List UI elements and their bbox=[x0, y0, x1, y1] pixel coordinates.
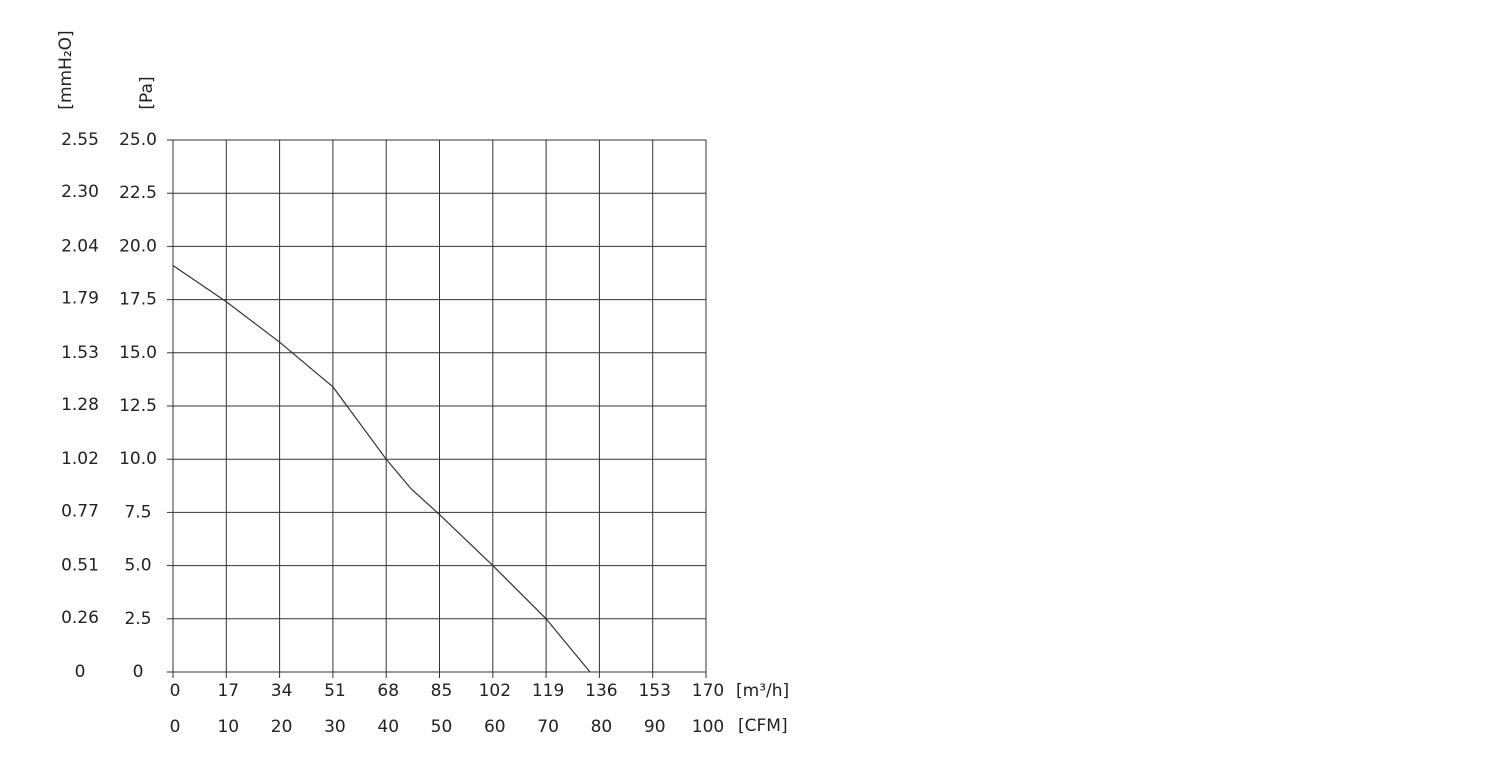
x-tick-label: 153 bbox=[638, 681, 670, 701]
x2-tick-label: 20 bbox=[271, 717, 293, 737]
y2-tick-label: 2.55 bbox=[61, 130, 99, 150]
y2-tick-label: 0 bbox=[75, 662, 86, 682]
y-axis-label: [Pa] bbox=[137, 76, 157, 109]
y-tick-label: 7.5 bbox=[124, 502, 151, 522]
y-tick-label: 25.0 bbox=[119, 130, 157, 150]
y-tick-label: 2.5 bbox=[124, 609, 151, 629]
y-tick-label: 0 bbox=[133, 662, 144, 682]
y-tick-label: 20.0 bbox=[119, 236, 157, 256]
x-tick-label: 136 bbox=[585, 681, 617, 701]
x2-tick-label: 90 bbox=[644, 717, 666, 737]
x2-tick-label: 40 bbox=[377, 717, 399, 737]
y-tick-label: 5.0 bbox=[124, 556, 151, 576]
x-tick-label: 119 bbox=[532, 681, 564, 701]
x2-tick-label: 80 bbox=[591, 717, 613, 737]
y-tick-label: 12.5 bbox=[119, 396, 157, 416]
y2-tick-label: 0.26 bbox=[61, 608, 99, 628]
x2-tick-label: 100 bbox=[692, 717, 724, 737]
y2-tick-label: 0.77 bbox=[61, 501, 99, 521]
x-tick-label: 17 bbox=[217, 681, 239, 701]
y2-tick-label: 1.79 bbox=[61, 289, 99, 309]
y2-tick-label: 1.02 bbox=[61, 449, 99, 469]
x-tick-label: 85 bbox=[431, 681, 453, 701]
x-tick-label: 102 bbox=[479, 681, 511, 701]
curve bbox=[172, 265, 591, 673]
x2-tick-label: 60 bbox=[484, 717, 506, 737]
y2-tick-label: 1.53 bbox=[61, 343, 99, 363]
x-tick-label: 0 bbox=[170, 681, 181, 701]
y2-axis-label: [mmH₂O] bbox=[56, 30, 76, 109]
y-tick-label: 10.0 bbox=[119, 449, 157, 469]
x2-tick-label: 0 bbox=[170, 717, 181, 737]
x-tick-label: 34 bbox=[271, 681, 293, 701]
x-axis-label: [m³/h] bbox=[736, 681, 789, 701]
x2-tick-label: 10 bbox=[217, 717, 239, 737]
x-tick-label: 51 bbox=[324, 681, 346, 701]
x-tick-label: 68 bbox=[377, 681, 399, 701]
y2-tick-label: 0.51 bbox=[61, 556, 99, 576]
x2-tick-label: 30 bbox=[324, 717, 346, 737]
y-tick-label: 15.0 bbox=[119, 343, 157, 363]
y-tick-label: 22.5 bbox=[119, 183, 157, 203]
x2-axis-label: [CFM] bbox=[738, 716, 788, 736]
y2-tick-label: 2.30 bbox=[61, 182, 99, 202]
x2-tick-label: 70 bbox=[537, 717, 559, 737]
x-tick-label: 170 bbox=[692, 681, 724, 701]
x2-tick-label: 50 bbox=[431, 717, 453, 737]
y2-tick-label: 1.28 bbox=[61, 395, 99, 415]
y2-tick-label: 2.04 bbox=[61, 236, 99, 256]
y-tick-label: 17.5 bbox=[119, 290, 157, 310]
